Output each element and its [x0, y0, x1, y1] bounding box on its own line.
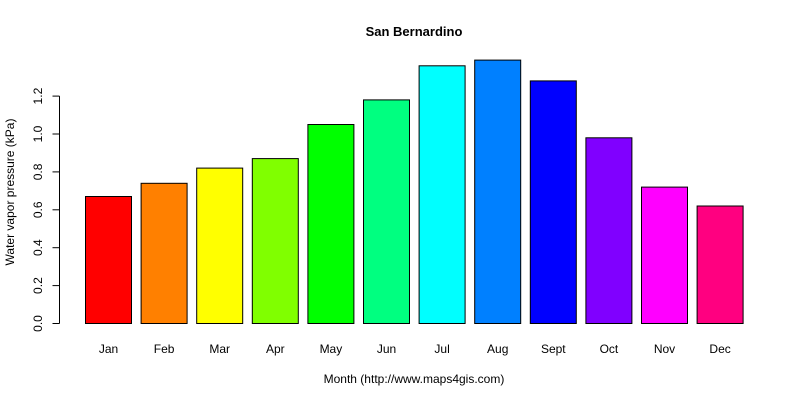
x-axis-labels: Jan Feb Mar Apr May Jun Jul Aug Sept Oct Nov Dec [99, 342, 731, 356]
bar-may [307, 124, 355, 324]
chart-title: San Bernardino [366, 24, 463, 39]
bar-nov [641, 186, 688, 324]
bar-apr [251, 158, 299, 324]
x-tick-label-nov: Nov [654, 342, 675, 356]
y-tick-label: 0.0 [31, 315, 45, 332]
x-tick-label-may: May [320, 342, 343, 356]
x-tick-label-dec: Dec [709, 342, 730, 356]
bar-sept [529, 80, 577, 325]
bar-aug [474, 59, 522, 324]
y-axis: 0.0 0.2 0.4 0.6 0.8 1.0 1.2 [31, 87, 60, 332]
y-tick-label: 0.4 [31, 239, 45, 256]
x-tick-label-feb: Feb [154, 342, 175, 356]
x-tick-label-jul: Jul [434, 342, 449, 356]
x-tick-label-apr: Apr [266, 342, 285, 356]
x-tick-label-jun: Jun [377, 342, 396, 356]
bar-feb [140, 182, 188, 324]
x-tick-label-sept: Sept [541, 342, 566, 356]
x-tick-label-oct: Oct [600, 342, 619, 356]
x-axis-label: Month (http://www.maps4gis.com) [324, 372, 505, 386]
y-tick-label: 1.0 [31, 125, 45, 142]
y-axis-label: Water vapor pressure (kPa) [3, 119, 17, 266]
bar-mar [196, 167, 244, 324]
y-tick-label: 0.6 [31, 201, 45, 218]
y-tick-label: 0.2 [31, 277, 45, 294]
x-tick-label-jan: Jan [99, 342, 118, 356]
bar-jun [363, 99, 410, 325]
bars [85, 59, 744, 325]
x-tick-label-aug: Aug [487, 342, 508, 356]
y-tick-label: 1.2 [31, 87, 45, 104]
bar-dec [696, 205, 744, 324]
bar-oct [585, 137, 633, 324]
x-tick-label-mar: Mar [209, 342, 230, 356]
bar-jan [85, 196, 132, 324]
bar-jul [418, 65, 466, 325]
y-tick-label: 0.8 [31, 163, 45, 180]
